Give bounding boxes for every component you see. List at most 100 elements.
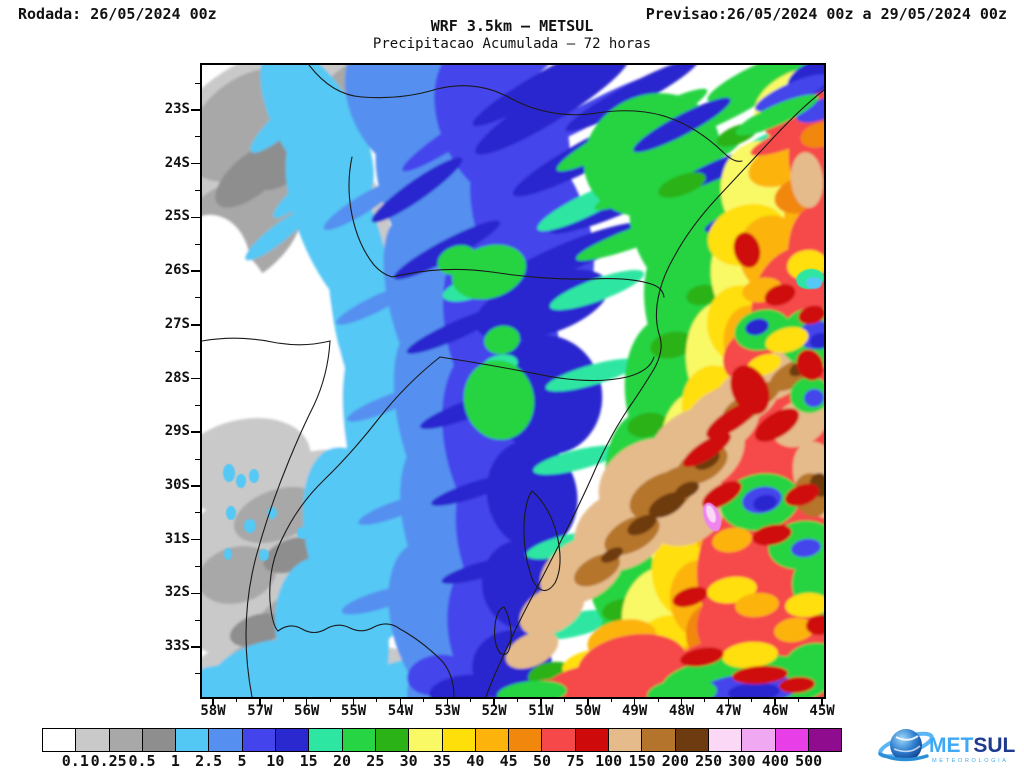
x-minor-tick (610, 697, 612, 702)
precip-blob (647, 678, 717, 697)
precip-blob (259, 549, 269, 561)
colorbar-cell (774, 729, 808, 751)
precip-blob (441, 556, 523, 584)
x-minor-tick (517, 697, 519, 702)
precip-blob (244, 519, 256, 533)
precip-blob (733, 232, 761, 268)
precip-blob (545, 358, 639, 392)
colorbar-cell (441, 729, 475, 751)
y-major-tick (191, 646, 200, 648)
y-minor-tick (195, 673, 200, 675)
y-axis-label: 31S (164, 530, 190, 547)
precip-blob (674, 481, 700, 499)
precip-blob (804, 388, 824, 408)
map-subtitle: Precipitacao Acumulada – 72 horas (372, 36, 652, 52)
x-major-tick (821, 697, 823, 706)
colorbar-value: 45 (499, 752, 518, 769)
colorbar-value: 300 (728, 752, 756, 769)
precip-blob (497, 680, 567, 697)
colorbar-cell (141, 729, 176, 751)
colorbar-cell (308, 729, 342, 751)
x-minor-tick (704, 697, 706, 702)
y-axis-label: 23S (164, 101, 190, 117)
colorbar-cell (175, 729, 209, 751)
colorbar-value: 20 (332, 752, 352, 769)
colorbar-cell (275, 729, 309, 751)
precip-blob (207, 639, 347, 697)
y-minor-tick (195, 351, 200, 353)
y-axis-label: 25S (164, 208, 190, 225)
border-path (269, 356, 441, 632)
precip-blob (806, 614, 824, 636)
globe-icon (878, 729, 934, 762)
metsul-logo: METSUL METEOROLOGIA (878, 729, 1016, 764)
precip-blob (484, 325, 520, 355)
precip-blob (202, 546, 277, 604)
precip-blob (633, 97, 731, 153)
precip-blob (323, 179, 401, 231)
precip-blob (556, 88, 708, 172)
precip-blob (226, 506, 236, 520)
precip-blobs (202, 65, 824, 697)
colorbar-value: 15 (299, 752, 318, 769)
precip-blob (250, 77, 334, 153)
precip-blob (406, 306, 508, 354)
precip-blob (648, 492, 686, 518)
x-major-tick (212, 697, 214, 706)
precip-blob (442, 65, 562, 125)
y-minor-tick (195, 82, 200, 84)
colorbar-value: 40 (466, 752, 485, 769)
border-path (523, 490, 561, 592)
y-major-tick (191, 216, 200, 219)
y-major-tick (191, 592, 200, 595)
precip-blob (790, 152, 824, 208)
precip-blob (735, 94, 819, 136)
colorbar-value: 250 (695, 752, 723, 769)
y-major-tick (191, 485, 200, 487)
colorbar-value: 400 (761, 752, 789, 769)
colorbar-cell (541, 729, 575, 751)
colorbar-value: 200 (661, 752, 689, 769)
y-axis-label: 30S (164, 476, 190, 493)
x-minor-tick (329, 697, 331, 702)
logo-text-met: MET (929, 734, 974, 757)
colorbar-value: 10 (266, 752, 285, 769)
x-major-tick (446, 697, 448, 706)
colorbar-cell (807, 729, 842, 751)
x-axis-label: 49W (621, 703, 648, 719)
y-major-tick (191, 270, 200, 272)
y-minor-tick (195, 619, 200, 621)
y-major-tick (191, 377, 200, 380)
logo-subtitle: METEOROLOGIA (932, 758, 1009, 764)
colorbar-cell (674, 729, 708, 751)
precip-blob (755, 74, 824, 112)
precip-blob (437, 245, 477, 275)
colorbar-value: 75 (566, 752, 585, 769)
precip-blob (297, 527, 307, 539)
y-axis-label: 26S (164, 262, 190, 279)
precip-colorbar (42, 728, 842, 752)
x-major-tick (259, 697, 261, 706)
x-minor-tick (751, 697, 753, 702)
y-minor-tick (195, 565, 200, 567)
colorbar-cell (108, 729, 142, 751)
precip-blob (752, 524, 792, 546)
precip-blob (267, 507, 277, 519)
state-borders (202, 65, 824, 697)
colorbar-value: 50 (532, 752, 552, 769)
titles: WRF 3.5km – METSUL Precipitacao Acumulad… (0, 17, 1024, 52)
precip-blob (702, 481, 742, 509)
colorbar-cell (641, 729, 675, 751)
y-axis-label: 28S (164, 369, 190, 386)
x-major-tick (774, 697, 776, 706)
y-minor-tick (195, 297, 200, 299)
colorbar-value: 500 (795, 752, 823, 769)
x-axis-label: 54W (387, 703, 414, 719)
precip-blob (686, 284, 718, 306)
x-axis-label: 56W (294, 703, 320, 719)
precip-blob (764, 284, 796, 306)
precip-blob (576, 209, 708, 261)
precip-blob (730, 365, 770, 415)
x-axis-label: 58W (200, 703, 226, 719)
colorbar-value: 0.5 (128, 752, 156, 769)
